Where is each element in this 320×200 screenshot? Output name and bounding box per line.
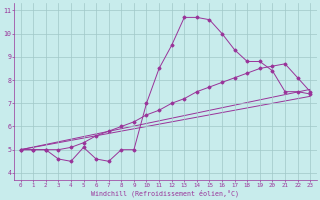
X-axis label: Windchill (Refroidissement éolien,°C): Windchill (Refroidissement éolien,°C) bbox=[92, 189, 239, 197]
